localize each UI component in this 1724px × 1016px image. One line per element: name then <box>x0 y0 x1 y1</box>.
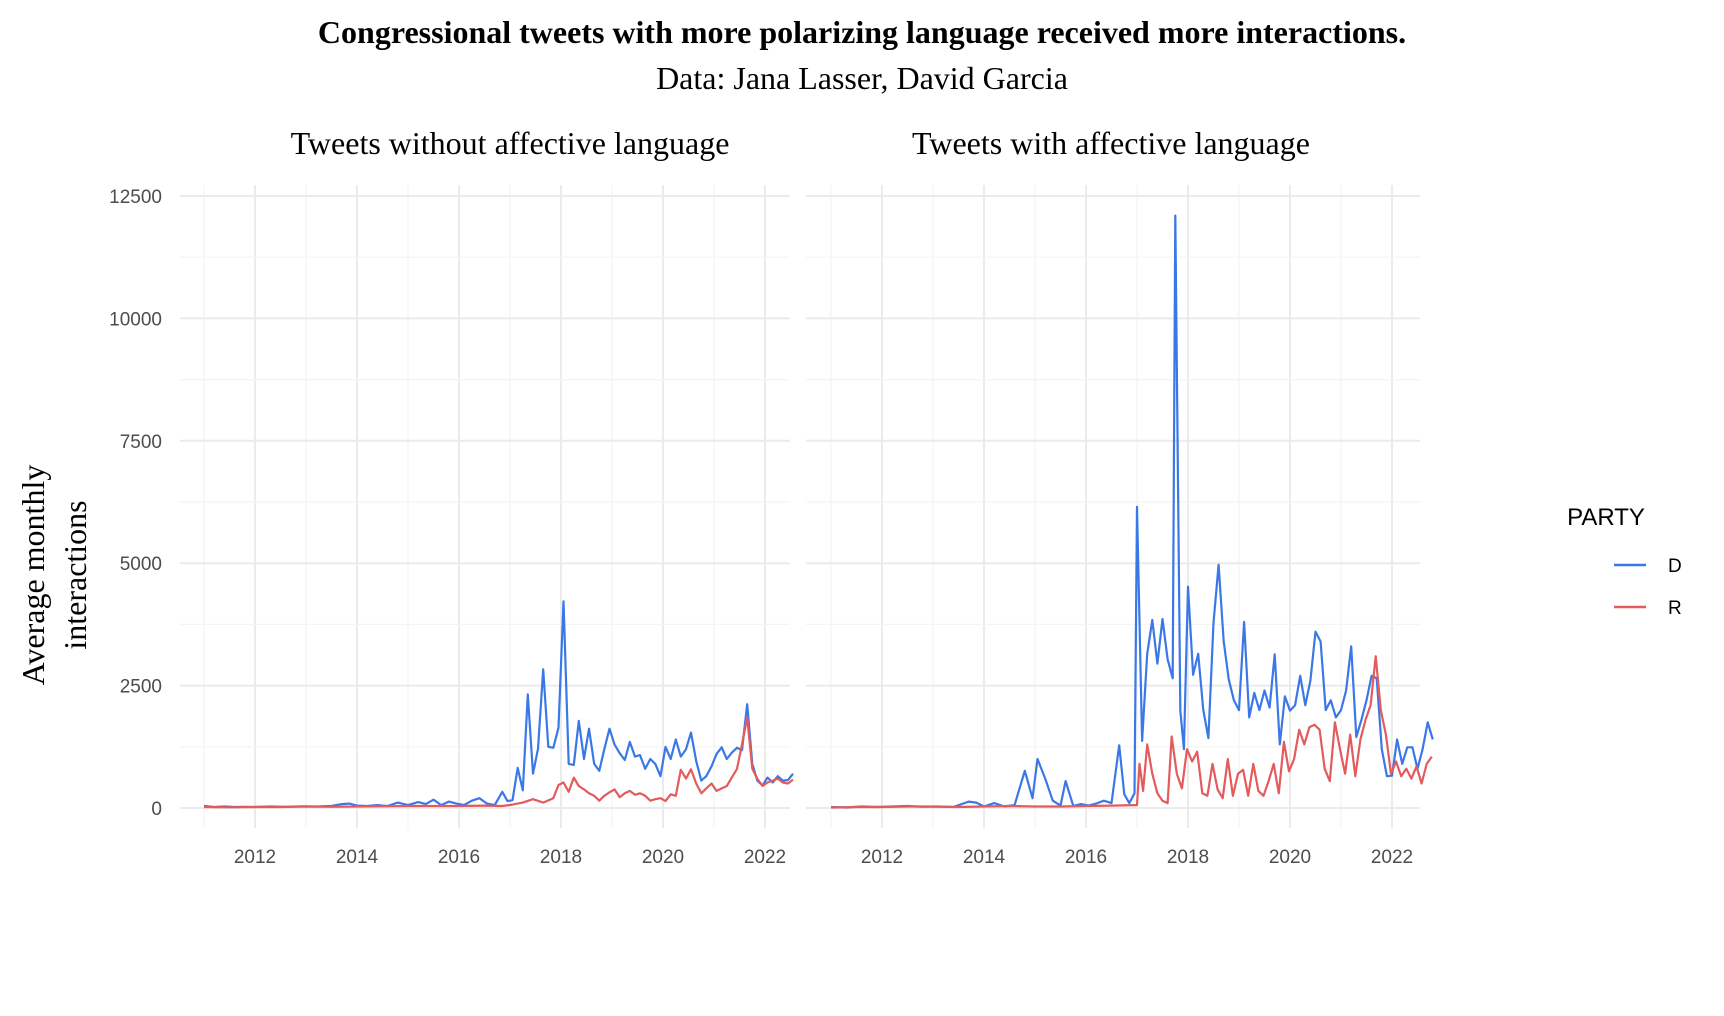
x-tick-label: 2016 <box>438 847 480 868</box>
x-tick-label: 2012 <box>861 847 903 868</box>
x-tick-label: 2012 <box>234 847 276 868</box>
x-tick-label: 2022 <box>744 847 786 868</box>
y-axis-label-line1: Average monthly <box>15 465 51 686</box>
panel-1: Tweets without affective language 2012 201… <box>180 125 794 868</box>
chart-subtitle: Data: Jana Lasser, David Garcia <box>656 60 1068 96</box>
x-tick-label: 2018 <box>540 847 582 868</box>
legend-title: PARTY <box>1567 504 1645 531</box>
x-tick-label: 2014 <box>336 847 379 868</box>
y-tick-label: 5000 <box>120 554 162 575</box>
y-tick-label: 7500 <box>120 432 162 453</box>
series-line-R <box>203 716 794 809</box>
series-line-D <box>830 214 1434 809</box>
x-tick-label: 2014 <box>963 847 1006 868</box>
x-tick-label: 2020 <box>642 847 684 868</box>
panel-2: Tweets with affective language 2012 2014 20… <box>806 125 1434 868</box>
panel-title: Tweets without affective language <box>291 125 730 161</box>
y-axis-label-line2: interactions <box>57 500 93 649</box>
legend-label-D: D <box>1668 556 1682 577</box>
x-tick-label: 2022 <box>1371 847 1413 868</box>
y-tick-label: 12500 <box>109 187 162 208</box>
chart-title: Congressional tweets with more polarizin… <box>317 14 1407 50</box>
y-tick-label: 2500 <box>120 677 162 698</box>
y-tick-label: 0 <box>151 799 162 820</box>
legend: PARTY DR <box>1567 504 1682 619</box>
panel-title: Tweets with affective language <box>912 125 1310 161</box>
series-line-R <box>830 655 1433 809</box>
legend-label-R: R <box>1668 598 1682 619</box>
y-tick-label: 10000 <box>109 309 162 330</box>
series-line-D <box>203 600 794 809</box>
x-tick-label: 2020 <box>1269 847 1311 868</box>
x-tick-label: 2018 <box>1167 847 1209 868</box>
x-tick-label: 2016 <box>1065 847 1107 868</box>
